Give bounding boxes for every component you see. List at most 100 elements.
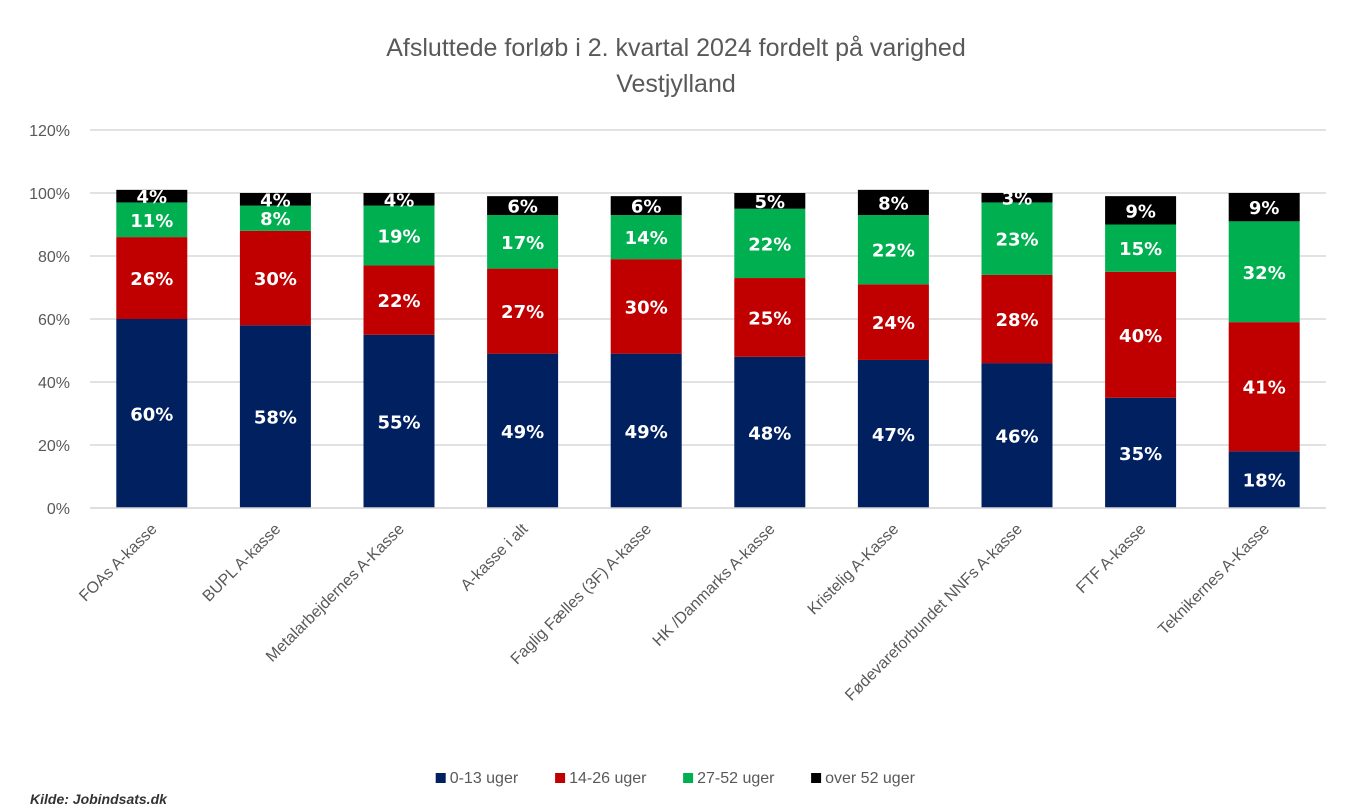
data-label: 19% xyxy=(377,227,420,248)
bar-segment xyxy=(1228,451,1300,508)
data-label: 9% xyxy=(1249,198,1280,219)
x-tick-label: FOAs A-kasse xyxy=(76,521,160,605)
legend-item: 14-26 uger xyxy=(555,770,647,787)
data-label: 4% xyxy=(137,187,168,208)
bar-segment xyxy=(487,353,559,508)
data-label: 5% xyxy=(755,192,786,213)
bar-segment xyxy=(487,268,559,354)
data-label: 17% xyxy=(501,233,544,254)
bar-segment xyxy=(1228,193,1300,222)
chart-title: Afsluttede forløb i 2. kvartal 2024 ford… xyxy=(386,34,966,98)
bar-segment xyxy=(239,230,311,326)
bar-segment xyxy=(239,205,311,231)
bar-segment xyxy=(734,193,806,209)
data-label: 35% xyxy=(1119,444,1162,465)
bar-segment xyxy=(610,215,682,260)
bar-segment xyxy=(363,265,435,335)
bar-segment xyxy=(610,196,682,216)
data-label: 41% xyxy=(1243,378,1286,399)
data-label: 11% xyxy=(130,211,173,232)
bar-stack: 46% 28% 23% 3% xyxy=(981,189,1053,508)
data-label: 28% xyxy=(995,310,1038,331)
bar-segment xyxy=(857,189,929,216)
bar-segment xyxy=(734,208,806,279)
y-tick-label: 0% xyxy=(47,501,70,518)
bar-segment xyxy=(1228,221,1300,323)
legend-item: 27-52 uger xyxy=(683,770,775,787)
data-label: 4% xyxy=(260,190,291,211)
legend-label: 14-26 uger xyxy=(569,770,647,787)
legend-item: over 52 uger xyxy=(811,770,916,787)
legend-label: over 52 uger xyxy=(825,770,916,787)
bar-segment xyxy=(857,215,929,285)
bar-stack: 18% 41% 32% 9% xyxy=(1228,193,1300,508)
bar-segment xyxy=(734,278,806,357)
legend: 0-13 uger 14-26 uger 27-52 uger over 52 uge… xyxy=(435,770,916,787)
data-label: 40% xyxy=(1119,326,1162,347)
bar-segment xyxy=(487,196,559,216)
bar-stack: 58% 30% 8%4% xyxy=(239,190,311,508)
x-tick-label: Kristelig A-Kasse xyxy=(805,521,903,619)
data-label: 23% xyxy=(995,230,1038,251)
bar-segment xyxy=(857,359,929,508)
bar-segment xyxy=(981,274,1053,364)
bar-segment xyxy=(1105,397,1177,508)
data-label: 4% xyxy=(384,190,415,211)
bars: 60%26%11%4%58%30%8%4%55%22%19%4%49%27%17… xyxy=(116,187,1300,508)
x-axis: FOAs A-kasse BUPL A-kasseMetalarbejdernes… xyxy=(76,507,1326,704)
data-label: 22% xyxy=(377,291,420,312)
chart-title-line-1: Afsluttede forløb i 2. kvartal 2024 ford… xyxy=(386,34,966,62)
bar-segment xyxy=(734,356,806,508)
x-tick-label: Faglig Fælles (3F) A-kasse xyxy=(508,521,655,668)
x-tick-label: FTF A-kasse xyxy=(1073,521,1149,597)
data-label: 55% xyxy=(377,412,420,433)
bar-segment xyxy=(610,259,682,354)
data-label: 9% xyxy=(1125,201,1156,222)
bar-segment xyxy=(1105,196,1177,225)
data-label: 8% xyxy=(260,209,291,230)
bar-stack: 49% 27% 17% 6% xyxy=(487,196,559,508)
data-label: 22% xyxy=(872,241,915,262)
data-label: 30% xyxy=(625,297,668,318)
data-label: 49% xyxy=(501,422,544,443)
bar-segment xyxy=(487,215,559,269)
y-tick-label: 20% xyxy=(38,438,70,455)
x-tick-label: HK /Danmarks A-kasse xyxy=(650,521,779,650)
data-label: 47% xyxy=(872,425,915,446)
bar-segment xyxy=(363,205,435,266)
bar-segment xyxy=(1105,224,1177,272)
y-tick-label: 40% xyxy=(38,375,70,392)
y-tick-label: 80% xyxy=(38,249,70,266)
data-label: 8% xyxy=(878,193,909,214)
legend-swatch xyxy=(555,773,566,783)
bar-stack: 60% 26% 11% 4% xyxy=(116,187,188,508)
bar-segment xyxy=(116,319,188,508)
bar-segment xyxy=(1105,271,1177,398)
data-label: 24% xyxy=(872,313,915,334)
bar-segment xyxy=(857,284,929,360)
y-tick-label: 100% xyxy=(29,186,70,203)
data-label: 58% xyxy=(254,408,297,429)
legend-swatch xyxy=(683,773,694,783)
data-label: 27% xyxy=(501,302,544,323)
bar-segment xyxy=(363,193,435,206)
data-label: 3% xyxy=(1002,189,1033,210)
bar-stack: 48% 25% 22% 5% xyxy=(734,192,806,508)
bar-stack: 47% 24% 22% 8% xyxy=(857,189,929,508)
bar-stack: 35% 40% 15% 9% xyxy=(1105,196,1177,508)
bar-stack: 55% 22% 19% 4% xyxy=(363,190,435,508)
bar-segment xyxy=(981,363,1053,508)
data-label: 49% xyxy=(625,422,668,443)
y-tick-label: 120% xyxy=(29,123,70,140)
data-label: 32% xyxy=(1243,263,1286,284)
data-label: 6% xyxy=(631,197,662,218)
data-label: 25% xyxy=(748,308,791,329)
data-label: 30% xyxy=(254,269,297,290)
legend-swatch xyxy=(811,773,822,783)
bar-segment xyxy=(363,334,435,508)
bar-segment xyxy=(116,189,188,203)
data-label: 18% xyxy=(1243,471,1286,492)
chart-title-line-2: Vestjylland xyxy=(616,70,736,98)
bar-segment xyxy=(116,202,188,238)
